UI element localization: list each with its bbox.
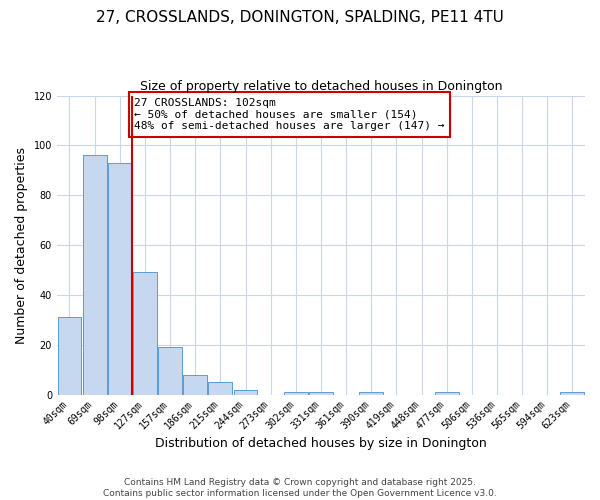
Bar — [133, 272, 157, 394]
Bar — [284, 392, 308, 394]
Text: 27, CROSSLANDS, DONINGTON, SPALDING, PE11 4TU: 27, CROSSLANDS, DONINGTON, SPALDING, PE1… — [96, 10, 504, 25]
Bar — [359, 392, 383, 394]
Bar — [83, 156, 107, 394]
Bar — [208, 382, 232, 394]
Text: Contains HM Land Registry data © Crown copyright and database right 2025.
Contai: Contains HM Land Registry data © Crown c… — [103, 478, 497, 498]
Bar — [309, 392, 333, 394]
Text: 27 CROSSLANDS: 102sqm
← 50% of detached houses are smaller (154)
48% of semi-det: 27 CROSSLANDS: 102sqm ← 50% of detached … — [134, 98, 445, 131]
Y-axis label: Number of detached properties: Number of detached properties — [15, 146, 28, 344]
Bar — [183, 374, 207, 394]
Bar — [560, 392, 584, 394]
Bar — [435, 392, 458, 394]
Title: Size of property relative to detached houses in Donington: Size of property relative to detached ho… — [140, 80, 502, 93]
Bar — [158, 347, 182, 395]
Bar — [108, 163, 132, 394]
Bar — [58, 318, 82, 394]
Bar — [233, 390, 257, 394]
X-axis label: Distribution of detached houses by size in Donington: Distribution of detached houses by size … — [155, 437, 487, 450]
